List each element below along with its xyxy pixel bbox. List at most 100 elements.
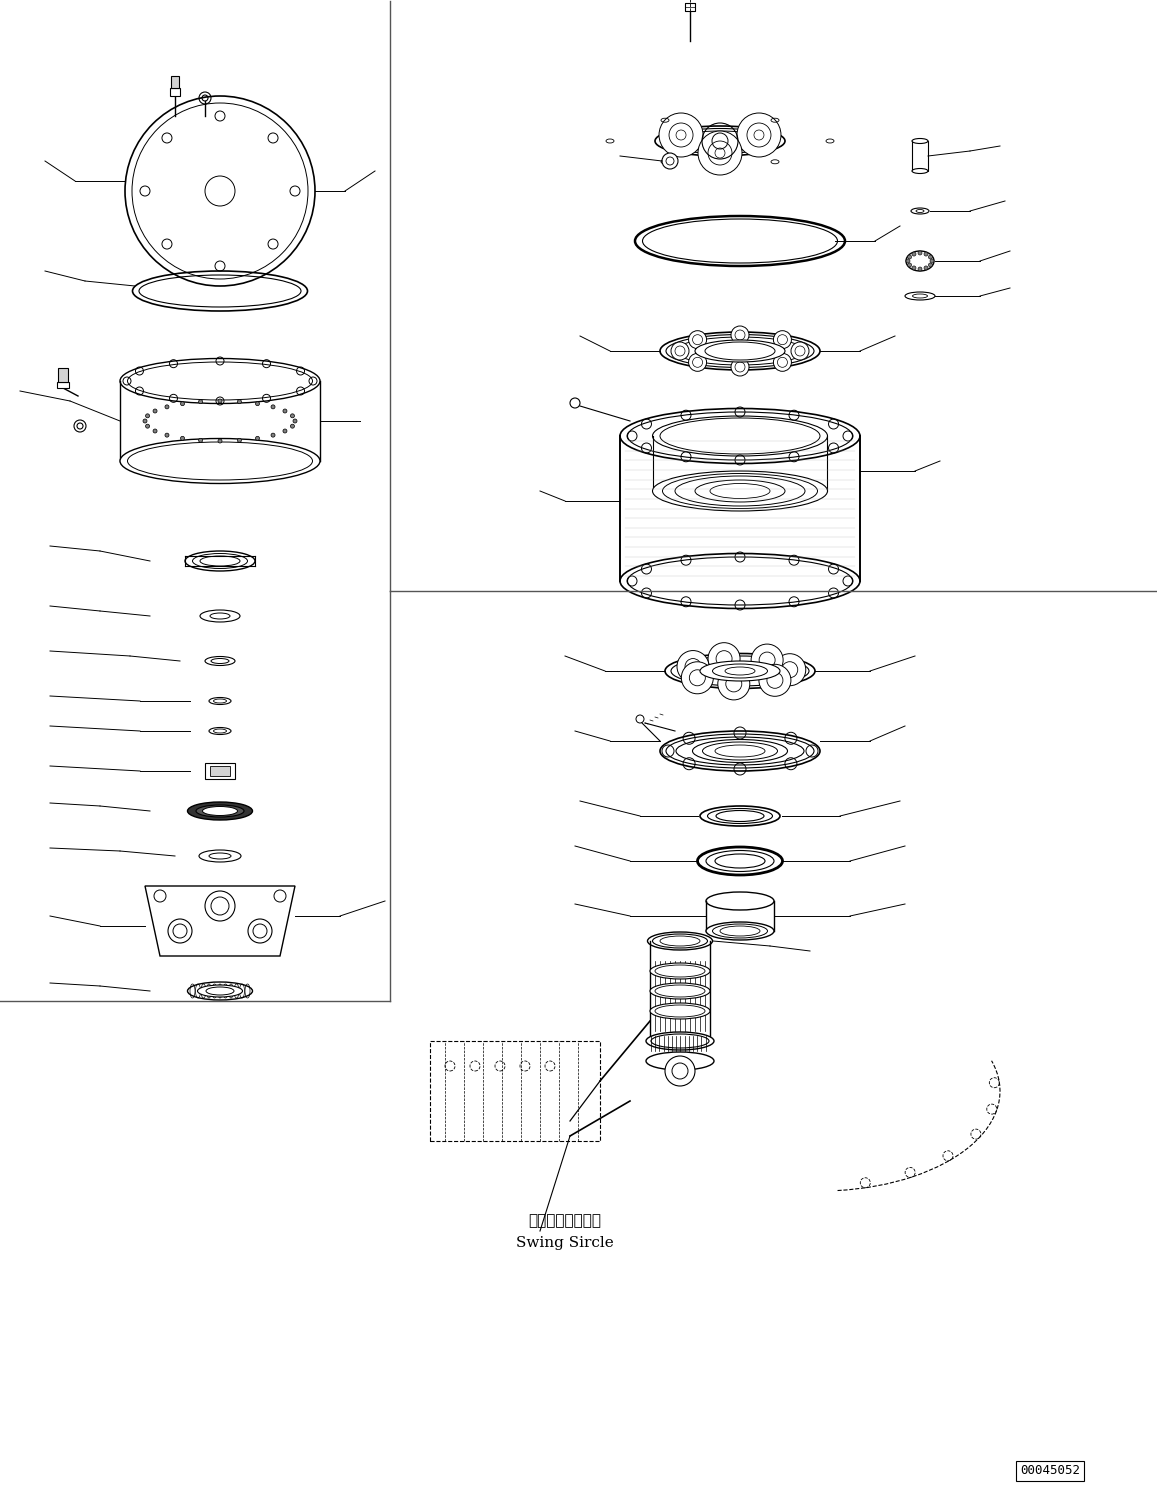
Ellipse shape — [187, 983, 252, 1000]
Circle shape — [271, 434, 275, 437]
Ellipse shape — [198, 986, 243, 997]
Circle shape — [290, 423, 294, 428]
Bar — [170, 88, 180, 95]
Circle shape — [165, 434, 169, 437]
Ellipse shape — [120, 438, 320, 483]
Circle shape — [717, 668, 750, 699]
Ellipse shape — [672, 131, 767, 151]
Circle shape — [168, 918, 192, 942]
Circle shape — [125, 95, 315, 286]
Ellipse shape — [911, 209, 929, 215]
Circle shape — [283, 409, 287, 413]
Circle shape — [918, 267, 922, 271]
Bar — [205, 763, 235, 778]
Circle shape — [248, 918, 272, 942]
Ellipse shape — [653, 471, 827, 511]
Circle shape — [283, 429, 287, 432]
Bar — [912, 142, 928, 171]
Ellipse shape — [635, 216, 845, 265]
Ellipse shape — [650, 1003, 710, 1018]
Text: Swing Sircle: Swing Sircle — [516, 1236, 614, 1249]
Ellipse shape — [913, 294, 928, 298]
Circle shape — [773, 331, 791, 349]
Ellipse shape — [916, 210, 924, 213]
Ellipse shape — [120, 358, 320, 404]
Circle shape — [180, 401, 184, 406]
Circle shape — [928, 255, 933, 259]
Circle shape — [199, 400, 202, 404]
Circle shape — [218, 400, 222, 403]
Circle shape — [665, 1056, 695, 1085]
Circle shape — [773, 353, 791, 371]
Ellipse shape — [706, 921, 774, 939]
Circle shape — [906, 259, 911, 262]
Circle shape — [774, 653, 805, 686]
Circle shape — [153, 409, 157, 413]
Circle shape — [791, 341, 809, 359]
Circle shape — [659, 113, 703, 157]
Circle shape — [146, 423, 149, 428]
Circle shape — [912, 252, 916, 256]
Circle shape — [218, 438, 222, 443]
Circle shape — [290, 414, 294, 417]
Ellipse shape — [646, 1053, 714, 1071]
Ellipse shape — [214, 699, 227, 702]
Ellipse shape — [906, 250, 934, 271]
Circle shape — [671, 341, 690, 359]
Ellipse shape — [642, 219, 838, 262]
Circle shape — [688, 331, 707, 349]
Bar — [58, 368, 68, 382]
Circle shape — [708, 643, 740, 675]
Ellipse shape — [648, 932, 713, 950]
Circle shape — [698, 131, 742, 174]
Circle shape — [688, 353, 707, 371]
Ellipse shape — [707, 808, 773, 823]
Ellipse shape — [185, 552, 255, 571]
Ellipse shape — [209, 698, 231, 705]
Bar — [430, 1041, 600, 1141]
Ellipse shape — [205, 656, 235, 665]
Circle shape — [293, 419, 297, 423]
Circle shape — [256, 437, 259, 440]
Polygon shape — [145, 886, 295, 956]
Bar — [211, 766, 230, 775]
Circle shape — [731, 358, 749, 376]
Ellipse shape — [912, 139, 928, 143]
Circle shape — [271, 406, 275, 409]
Ellipse shape — [912, 168, 928, 173]
Ellipse shape — [700, 807, 780, 826]
Ellipse shape — [655, 127, 784, 157]
Circle shape — [205, 892, 235, 921]
Ellipse shape — [211, 613, 230, 619]
Ellipse shape — [211, 659, 229, 663]
Circle shape — [256, 401, 259, 406]
Circle shape — [237, 400, 242, 404]
Ellipse shape — [214, 729, 227, 734]
Circle shape — [912, 265, 916, 270]
Circle shape — [237, 438, 242, 443]
Circle shape — [146, 414, 149, 417]
Text: スイングサークル: スイングサークル — [529, 1214, 602, 1229]
Ellipse shape — [706, 892, 774, 910]
Ellipse shape — [700, 661, 780, 681]
Circle shape — [918, 250, 922, 255]
Ellipse shape — [209, 728, 231, 735]
Ellipse shape — [192, 553, 248, 568]
Circle shape — [153, 429, 157, 432]
Ellipse shape — [659, 731, 820, 771]
Circle shape — [907, 262, 912, 267]
Circle shape — [180, 437, 184, 440]
Circle shape — [677, 650, 709, 683]
Circle shape — [662, 154, 678, 168]
Ellipse shape — [196, 805, 244, 817]
Ellipse shape — [620, 409, 860, 464]
Circle shape — [751, 644, 783, 675]
Text: 00045052: 00045052 — [1020, 1464, 1079, 1478]
Ellipse shape — [665, 653, 815, 689]
Circle shape — [924, 265, 928, 270]
Circle shape — [143, 419, 147, 423]
Ellipse shape — [200, 610, 239, 622]
Circle shape — [924, 252, 928, 256]
Circle shape — [165, 406, 169, 409]
Circle shape — [636, 716, 644, 723]
